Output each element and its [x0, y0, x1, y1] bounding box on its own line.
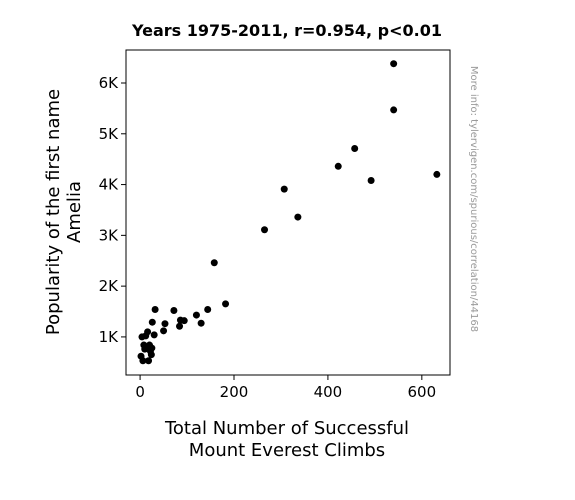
- x-tick-label: 0: [135, 383, 145, 401]
- x-axis-label-line-2: Mount Everest Climbs: [189, 440, 385, 461]
- y-tick-label: 1K: [99, 328, 120, 346]
- data-point: [390, 60, 398, 68]
- y-tick-label: 2K: [99, 277, 120, 295]
- data-point: [151, 305, 159, 313]
- data-point: [280, 185, 288, 193]
- data-points: [137, 60, 441, 365]
- data-point: [204, 305, 212, 313]
- data-point: [197, 319, 205, 327]
- x-axis-label-line-1: Total Number of Successful: [164, 418, 409, 439]
- source-watermark: More info: tylervigen.com/spurious/corre…: [468, 66, 479, 332]
- data-point: [433, 170, 441, 178]
- data-point: [145, 357, 153, 365]
- x-tick-label: 200: [220, 383, 249, 401]
- data-point: [150, 331, 158, 339]
- data-point: [148, 344, 156, 352]
- data-point: [351, 145, 359, 153]
- data-point: [147, 351, 155, 359]
- data-point: [144, 328, 152, 336]
- y-tick-label: 3K: [99, 226, 120, 244]
- data-point: [261, 226, 269, 234]
- chart-title: Years 1975-2011, r=0.954, p<0.01: [131, 21, 442, 40]
- y-tick-label: 4K: [99, 176, 120, 194]
- y-axis: 1K 2K 3K 4K 5K 6K: [99, 74, 126, 346]
- data-point: [176, 322, 184, 330]
- data-point: [390, 106, 398, 114]
- data-point: [210, 259, 218, 267]
- data-point: [180, 317, 188, 325]
- data-point: [139, 357, 147, 365]
- data-point: [367, 177, 375, 185]
- data-point: [222, 300, 230, 308]
- x-tick-label: 400: [314, 383, 343, 401]
- data-point: [170, 307, 178, 315]
- data-point: [160, 327, 168, 335]
- data-point: [294, 213, 302, 221]
- y-axis-label-line-2: Amelia: [64, 181, 85, 243]
- data-point: [334, 162, 342, 170]
- plot-area-frame: [125, 49, 451, 376]
- y-tick-label: 5K: [99, 125, 120, 143]
- data-point: [161, 320, 169, 328]
- y-axis-label-line-1: Popularity of the first name: [43, 89, 64, 335]
- data-point: [148, 318, 156, 326]
- data-point: [192, 311, 200, 319]
- y-tick-label: 6K: [99, 74, 120, 92]
- x-tick-label: 600: [408, 383, 437, 401]
- x-axis: 0 200 400 600: [135, 375, 436, 401]
